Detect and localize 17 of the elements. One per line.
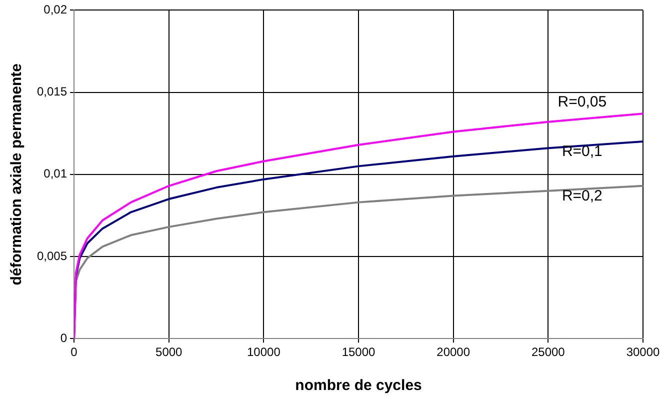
x-tick-label: 20000 — [436, 345, 470, 360]
series-label: R=0,1 — [562, 142, 602, 160]
x-tick-label: 25000 — [531, 345, 566, 360]
series-label: R=0,05 — [558, 93, 607, 110]
y-tick-label: 0,01 — [44, 166, 68, 181]
x-axis-title: nombre de cycles — [295, 377, 422, 394]
y-tick-label: 0,005 — [37, 248, 68, 263]
x-tick-label: 10000 — [247, 345, 281, 360]
x-tick-label: 30000 — [626, 345, 660, 360]
y-tick-label: 0,015 — [37, 84, 68, 99]
x-tick-label: 15000 — [342, 345, 376, 360]
x-tick-label: 0 — [70, 345, 78, 360]
y-tick-label: 0 — [60, 330, 68, 345]
y-axis-title: déformation axiale permanente — [8, 64, 26, 286]
series-label: R=0,2 — [562, 187, 602, 204]
y-tick-label: 0,02 — [44, 2, 68, 17]
x-tick-label: 5000 — [156, 345, 183, 360]
